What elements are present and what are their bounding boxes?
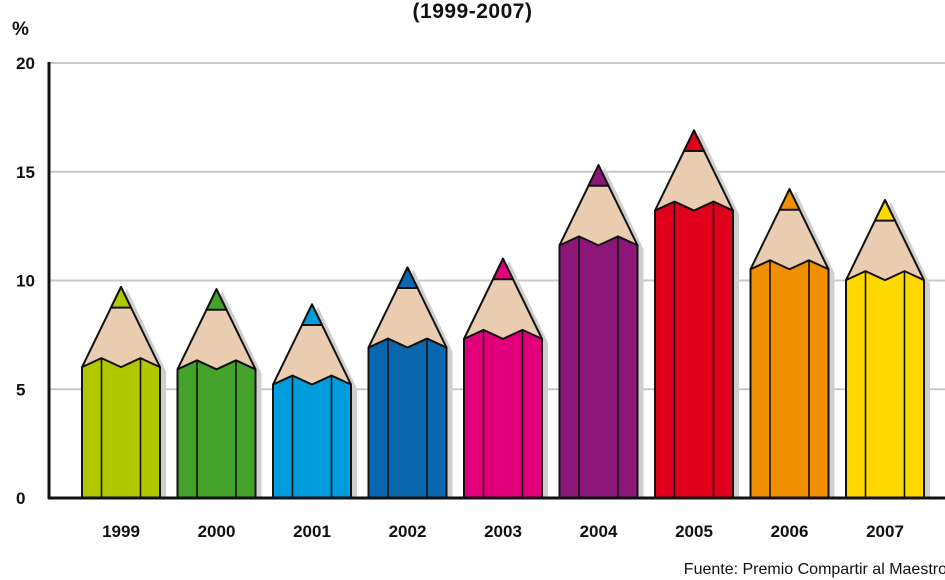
bar-2005 [654,129,739,499]
x-tick-label: 2007 [866,522,904,541]
bar-tip [587,164,610,187]
y-tick-label: 5 [16,380,25,399]
bar-2001 [272,303,357,499]
bar-tip [396,266,419,290]
x-tick-label: 2005 [675,522,713,541]
bar-2004 [558,164,644,499]
x-tick-label: 1999 [102,522,140,541]
x-tick-label: 2003 [484,522,522,541]
x-tick-label: 2006 [771,522,809,541]
bar-body [367,337,448,499]
bars [81,129,930,499]
bar-2006 [749,188,835,499]
chart-title: (1999-2007) [412,0,533,23]
bar-body [845,270,925,499]
bar-2000 [176,288,262,499]
bar-2003 [463,257,548,499]
source-note: Fuente: Premio Compartir al Maestro [683,561,945,578]
bar-body [272,374,352,499]
x-tick-label: 2002 [389,522,427,541]
bar-tip [205,288,228,311]
bar-body [749,259,830,499]
bar-tip [300,303,324,326]
x-axis-ticks: 1999 2000 2001 2002 2003 2004 2005 2006 2007 [102,522,904,541]
bar-body [463,328,543,499]
bar-2007 [845,199,930,499]
y-axis-ticks: 0 5 10 15 20 [16,54,35,508]
bar-tip [491,257,515,281]
y-tick-label: 0 [16,489,25,508]
x-tick-label: 2001 [293,522,331,541]
y-tick-label: 20 [16,54,35,73]
bar-2002 [367,266,453,499]
x-tick-label: 2000 [198,522,236,541]
y-tick-label: 10 [16,272,35,291]
bar-body [654,200,734,499]
bar-body [558,235,639,499]
bar-tip [873,199,897,222]
x-tick-label: 2004 [580,522,618,541]
bar-tip [778,188,801,211]
bar-tip [109,286,133,309]
y-tick-label: 15 [16,163,35,182]
bar-tip [682,129,706,152]
bar-body [81,357,161,499]
bar-1999 [81,286,166,499]
y-axis-unit-label: % [12,19,29,40]
bar-body [176,359,257,499]
